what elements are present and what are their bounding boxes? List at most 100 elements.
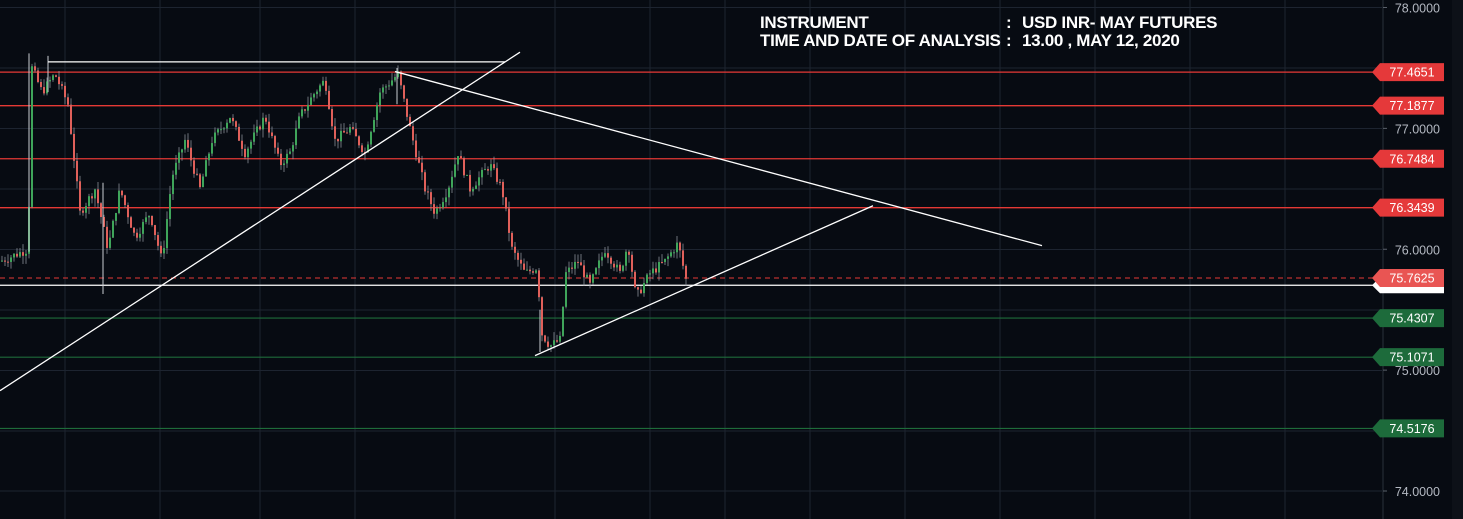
candle-down (100, 203, 102, 218)
support-label: 75.4307 (1389, 312, 1434, 326)
candle-up (172, 174, 174, 195)
resistance-tag (1372, 198, 1444, 217)
candle-down (106, 226, 108, 248)
candle-down (43, 87, 45, 94)
candle-down (355, 128, 357, 137)
candle-up (670, 252, 672, 257)
candle-up (574, 261, 576, 269)
candle-up (1, 260, 3, 262)
candle-up (49, 79, 51, 82)
candle-down (628, 251, 630, 255)
candle-down (97, 189, 99, 204)
candle-down (337, 138, 339, 142)
candle-up (652, 268, 654, 274)
candle-up (490, 164, 492, 171)
candle-down (37, 70, 39, 82)
candle-up (550, 345, 552, 347)
candle-up (391, 80, 393, 86)
trendline (534, 205, 874, 357)
candle-up (595, 268, 597, 275)
candle-up (202, 176, 204, 188)
candle-down (259, 126, 261, 130)
candle-down (577, 261, 579, 263)
candle-down (82, 210, 84, 213)
candle-up (283, 163, 285, 166)
candle-down (502, 181, 504, 198)
instrument-label: INSTRUMENT (760, 13, 869, 32)
candle-up (382, 87, 384, 93)
candle-up (94, 189, 96, 199)
candle-down (190, 147, 192, 161)
candle-up (25, 253, 27, 256)
candle-down (529, 269, 531, 272)
candle-down (193, 160, 195, 174)
candle-up (307, 104, 309, 111)
support-label: 75.1071 (1389, 351, 1434, 365)
candle-up (604, 253, 606, 257)
candle-up (289, 151, 291, 154)
candle-up (319, 85, 321, 92)
candle-up (88, 196, 90, 207)
candle-up (376, 105, 378, 121)
candle-down (58, 76, 60, 85)
candle-down (22, 252, 24, 256)
candle-up (295, 128, 297, 146)
candle-up (166, 219, 168, 249)
y-tick-label: 78.0000 (1395, 2, 1440, 16)
candle-up (454, 164, 456, 177)
candle-down (505, 197, 507, 209)
candle-down (196, 173, 198, 175)
candle-up (553, 340, 555, 346)
candle-down (460, 156, 462, 159)
candle-up (646, 274, 648, 284)
candle-down (556, 340, 558, 342)
candle-down (619, 264, 621, 271)
candle-up (118, 190, 120, 214)
candle-up (649, 273, 651, 275)
candle-down (130, 217, 132, 228)
support-label: 74.5176 (1389, 422, 1434, 436)
candle-up (457, 156, 459, 165)
candle-up (388, 85, 390, 87)
candle-down (487, 169, 489, 171)
support-tag (1372, 419, 1444, 438)
candle-down (541, 297, 543, 336)
price-axis[interactable]: 78.0000 77.0000 76.0000 75.0000 74.0000 (1382, 0, 1463, 519)
candle-up (13, 253, 15, 258)
candle-up (349, 127, 351, 133)
candle-up (169, 194, 171, 220)
candle-down (127, 205, 129, 218)
candle-down (76, 160, 78, 182)
candle-up (625, 251, 627, 266)
resistance-tag (1372, 149, 1444, 168)
candle-up (256, 126, 258, 133)
candle-up (229, 117, 231, 123)
candle-down (34, 66, 36, 71)
candle-down (421, 162, 423, 173)
candle-up (301, 109, 303, 117)
candle-up (247, 148, 249, 158)
resistance-tag (1372, 63, 1444, 82)
candle-up (445, 197, 447, 203)
candle-up (145, 217, 147, 222)
candle-down (640, 289, 642, 294)
grid (0, 0, 1382, 519)
date-value: 13.00 , MAY 12, 2020 (1022, 31, 1180, 50)
resistance-label: 77.4651 (1389, 66, 1434, 80)
resistance-label: 76.3439 (1389, 201, 1434, 215)
candle-down (61, 84, 63, 86)
candle-up (673, 252, 675, 254)
candle-up (148, 215, 150, 218)
candle-down (544, 335, 546, 342)
candle-down (655, 268, 657, 273)
candle-up (214, 132, 216, 144)
candle-down (523, 263, 525, 270)
candle-down (580, 262, 582, 266)
candle-down (532, 271, 534, 273)
candle-up (262, 117, 264, 130)
candle-down (238, 126, 240, 141)
candle-up (181, 149, 183, 153)
candle-up (478, 177, 480, 186)
candle-up (664, 258, 666, 263)
